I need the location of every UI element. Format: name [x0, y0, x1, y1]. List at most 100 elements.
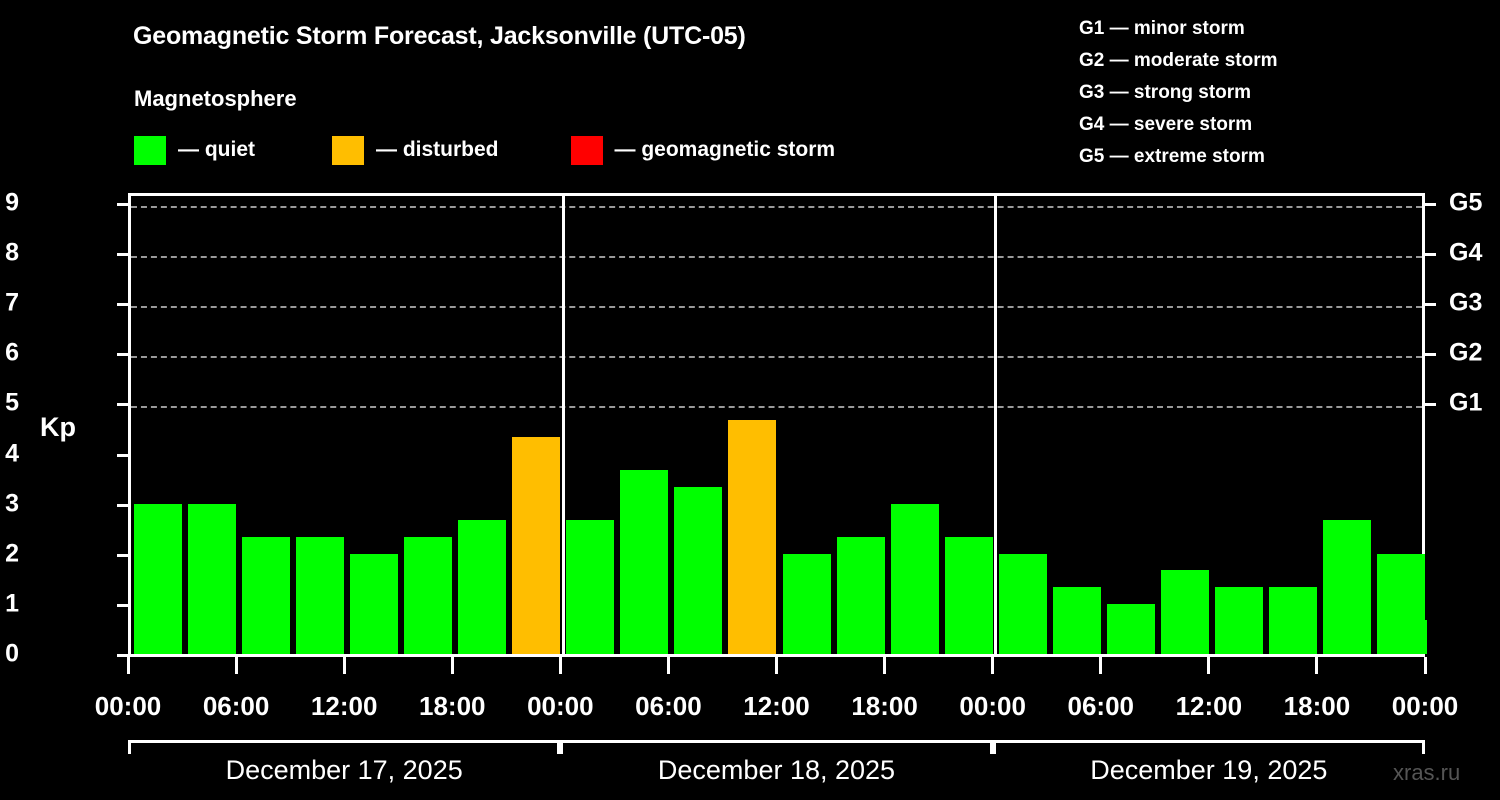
x-axis-tick-label: 12:00 [310, 691, 378, 721]
bar [890, 503, 939, 654]
x-axis-tick-label: 06:00 [202, 691, 270, 721]
date-band [560, 740, 993, 754]
g-scale-tick-label: G3 [1449, 288, 1483, 317]
y-axis-tick-mark [117, 353, 128, 357]
chart-plot-inner [131, 196, 1427, 654]
bar [512, 437, 561, 654]
x-axis-line [128, 654, 1425, 657]
gscale-item-g1: G1 — minor storm [1079, 18, 1245, 39]
y-axis-tick-mark [117, 603, 128, 607]
bar [242, 537, 291, 654]
day-divider [561, 196, 565, 654]
date-band [992, 740, 1425, 754]
date-label: December 19, 2025 [1090, 755, 1328, 785]
gridline [131, 306, 1422, 309]
bar [350, 553, 399, 654]
g-scale-tick-label: G4 [1449, 238, 1483, 267]
x-axis-tick-label: 06:00 [635, 691, 702, 721]
y-axis-tick-label: 4 [5, 439, 19, 468]
legend-label-quiet: — quiet [178, 138, 255, 161]
y-axis-tick-label: 9 [5, 188, 19, 217]
bar [296, 537, 345, 654]
x-axis-tick-mark [450, 657, 454, 674]
bar-trailing [1402, 620, 1427, 654]
y-axis-tick-label: 1 [5, 589, 19, 618]
x-axis-tick-mark [1423, 657, 1427, 674]
gridline [131, 406, 1422, 409]
y-axis-tick-mark [117, 203, 128, 206]
x-axis-tick-label: 00:00 [1391, 691, 1459, 721]
legend-entry-disturbed: — disturbed [332, 135, 499, 165]
x-axis-tick-label: 12:00 [743, 691, 810, 721]
x-axis-tick-mark [1315, 657, 1319, 674]
date-band [128, 740, 561, 754]
x-axis-tick-mark [558, 657, 562, 674]
y-axis-tick-mark [117, 654, 128, 657]
legend-swatch-disturbed-icon [332, 135, 364, 165]
day-divider [994, 196, 998, 654]
y-axis-tick-mark [117, 303, 128, 307]
x-axis-tick-mark [234, 657, 238, 674]
bar [134, 503, 183, 654]
legend-label-disturbed: — disturbed [376, 138, 499, 161]
bar [944, 537, 993, 654]
g-scale-tick-mark [1425, 203, 1436, 206]
y-axis-tick-label: 0 [5, 639, 19, 668]
gscale-item-g3: G3 — strong storm [1079, 82, 1252, 103]
bar [1322, 520, 1371, 654]
x-axis-tick-label: 00:00 [959, 691, 1026, 721]
g-scale-tick-label: G5 [1449, 188, 1483, 217]
x-axis-tick-label: 18:00 [851, 691, 918, 721]
x-axis-tick-label: 00:00 [94, 691, 162, 721]
x-axis-tick-label: 18:00 [419, 691, 486, 721]
y-axis-tick-mark [117, 253, 128, 257]
bar [404, 537, 453, 654]
legend-swatch-quiet-icon [134, 135, 166, 165]
bar [728, 419, 777, 654]
y-axis-tick-mark [117, 503, 128, 507]
bar [674, 487, 723, 654]
y-axis-tick-mark [117, 403, 128, 407]
g-scale-tick-mark [1425, 303, 1436, 307]
y-axis-tick-label: 7 [5, 288, 19, 317]
legend-swatch-storm-icon [570, 135, 603, 165]
date-label: December 18, 2025 [657, 755, 896, 785]
x-axis-tick-mark [775, 657, 778, 674]
bar [998, 553, 1047, 654]
x-axis-tick-mark [1207, 657, 1211, 674]
g-scale-tick-mark [1425, 353, 1436, 357]
page-title: Geomagnetic Storm Forecast, Jacksonville… [133, 22, 746, 50]
bar [1106, 603, 1155, 654]
g-scale-tick-mark [1425, 253, 1436, 257]
x-axis-tick-mark [126, 657, 130, 674]
y-axis-label: Kp [40, 412, 76, 442]
gscale-item-g5: G5 — extreme storm [1079, 146, 1265, 167]
legend-entry-quiet: — quiet [134, 135, 255, 165]
gscale-item-g2: G2 — moderate storm [1079, 50, 1278, 71]
g-scale-tick-label: G1 [1449, 388, 1483, 417]
y-axis-tick-label: 2 [5, 539, 19, 568]
x-axis-tick-label: 00:00 [527, 691, 594, 721]
chart-plot-area [128, 193, 1427, 654]
bar [458, 520, 507, 654]
y-axis-tick-label: 6 [5, 338, 19, 367]
x-axis-tick-mark [1099, 657, 1103, 674]
x-axis-tick-mark [883, 657, 887, 674]
y-axis-tick-label: 5 [5, 388, 19, 417]
gridline [131, 356, 1422, 359]
x-axis-tick-mark [666, 657, 670, 674]
x-axis-tick-label: 12:00 [1175, 691, 1243, 721]
gridline [131, 256, 1422, 259]
magnetosphere-legend: — quiet — disturbed — geomagnetic storm [134, 134, 835, 166]
gridline [131, 206, 1422, 208]
gscale-legend: G1 — minor storm G2 — moderate storm G3 … [1079, 13, 1278, 173]
bar [782, 553, 831, 654]
bar [1160, 570, 1209, 654]
y-axis-tick-label: 8 [5, 238, 19, 267]
y-axis-tick-label: 3 [5, 489, 19, 518]
g-scale-tick-mark [1425, 403, 1436, 407]
watermark: xras.ru [1393, 760, 1461, 785]
g-scale-tick-label: G2 [1449, 338, 1483, 367]
bar [1268, 587, 1317, 654]
y-axis-tick-mark [117, 453, 128, 457]
